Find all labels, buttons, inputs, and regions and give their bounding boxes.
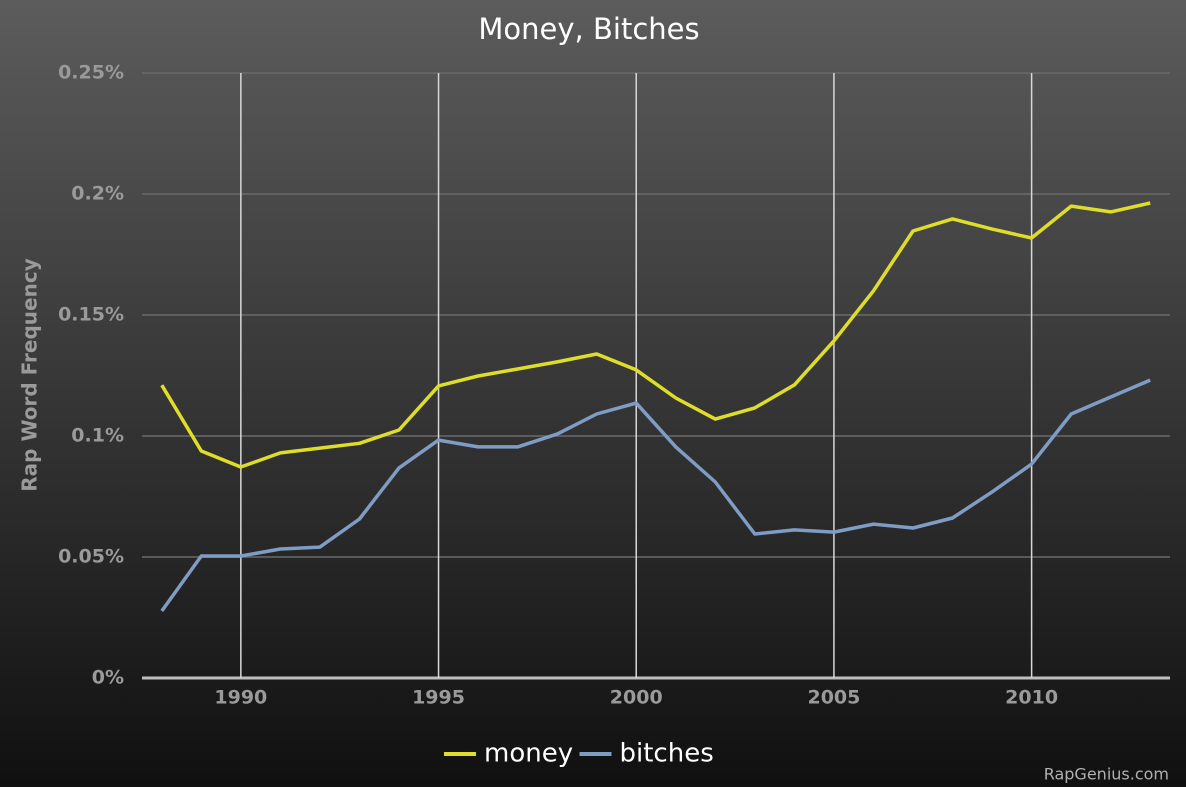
y-tick-label: 0.25% [58,62,124,84]
y-tick-label: 0.15% [58,304,124,326]
y-tick-label: 0% [92,667,124,689]
x-tick-label: 2010 [1005,687,1058,709]
y-axis-label: Rap Word Frequency [18,258,42,491]
x-tick-label: 2005 [807,687,860,709]
y-tick-label: 0.1% [71,425,124,447]
legend-label: money [484,739,573,769]
y-tick-label: 0.2% [71,183,124,205]
chart-title: Money, Bitches [478,12,699,46]
series-line [160,201,1151,469]
x-tick-label: 1995 [412,687,465,709]
legend-label: bitches [620,739,714,769]
y-tick-label: 0.05% [58,546,124,568]
x-tick-label: 2000 [610,687,663,709]
x-tick-label: 1990 [214,687,267,709]
watermark: RapGenius.com [1044,765,1169,784]
series-line [160,378,1151,613]
